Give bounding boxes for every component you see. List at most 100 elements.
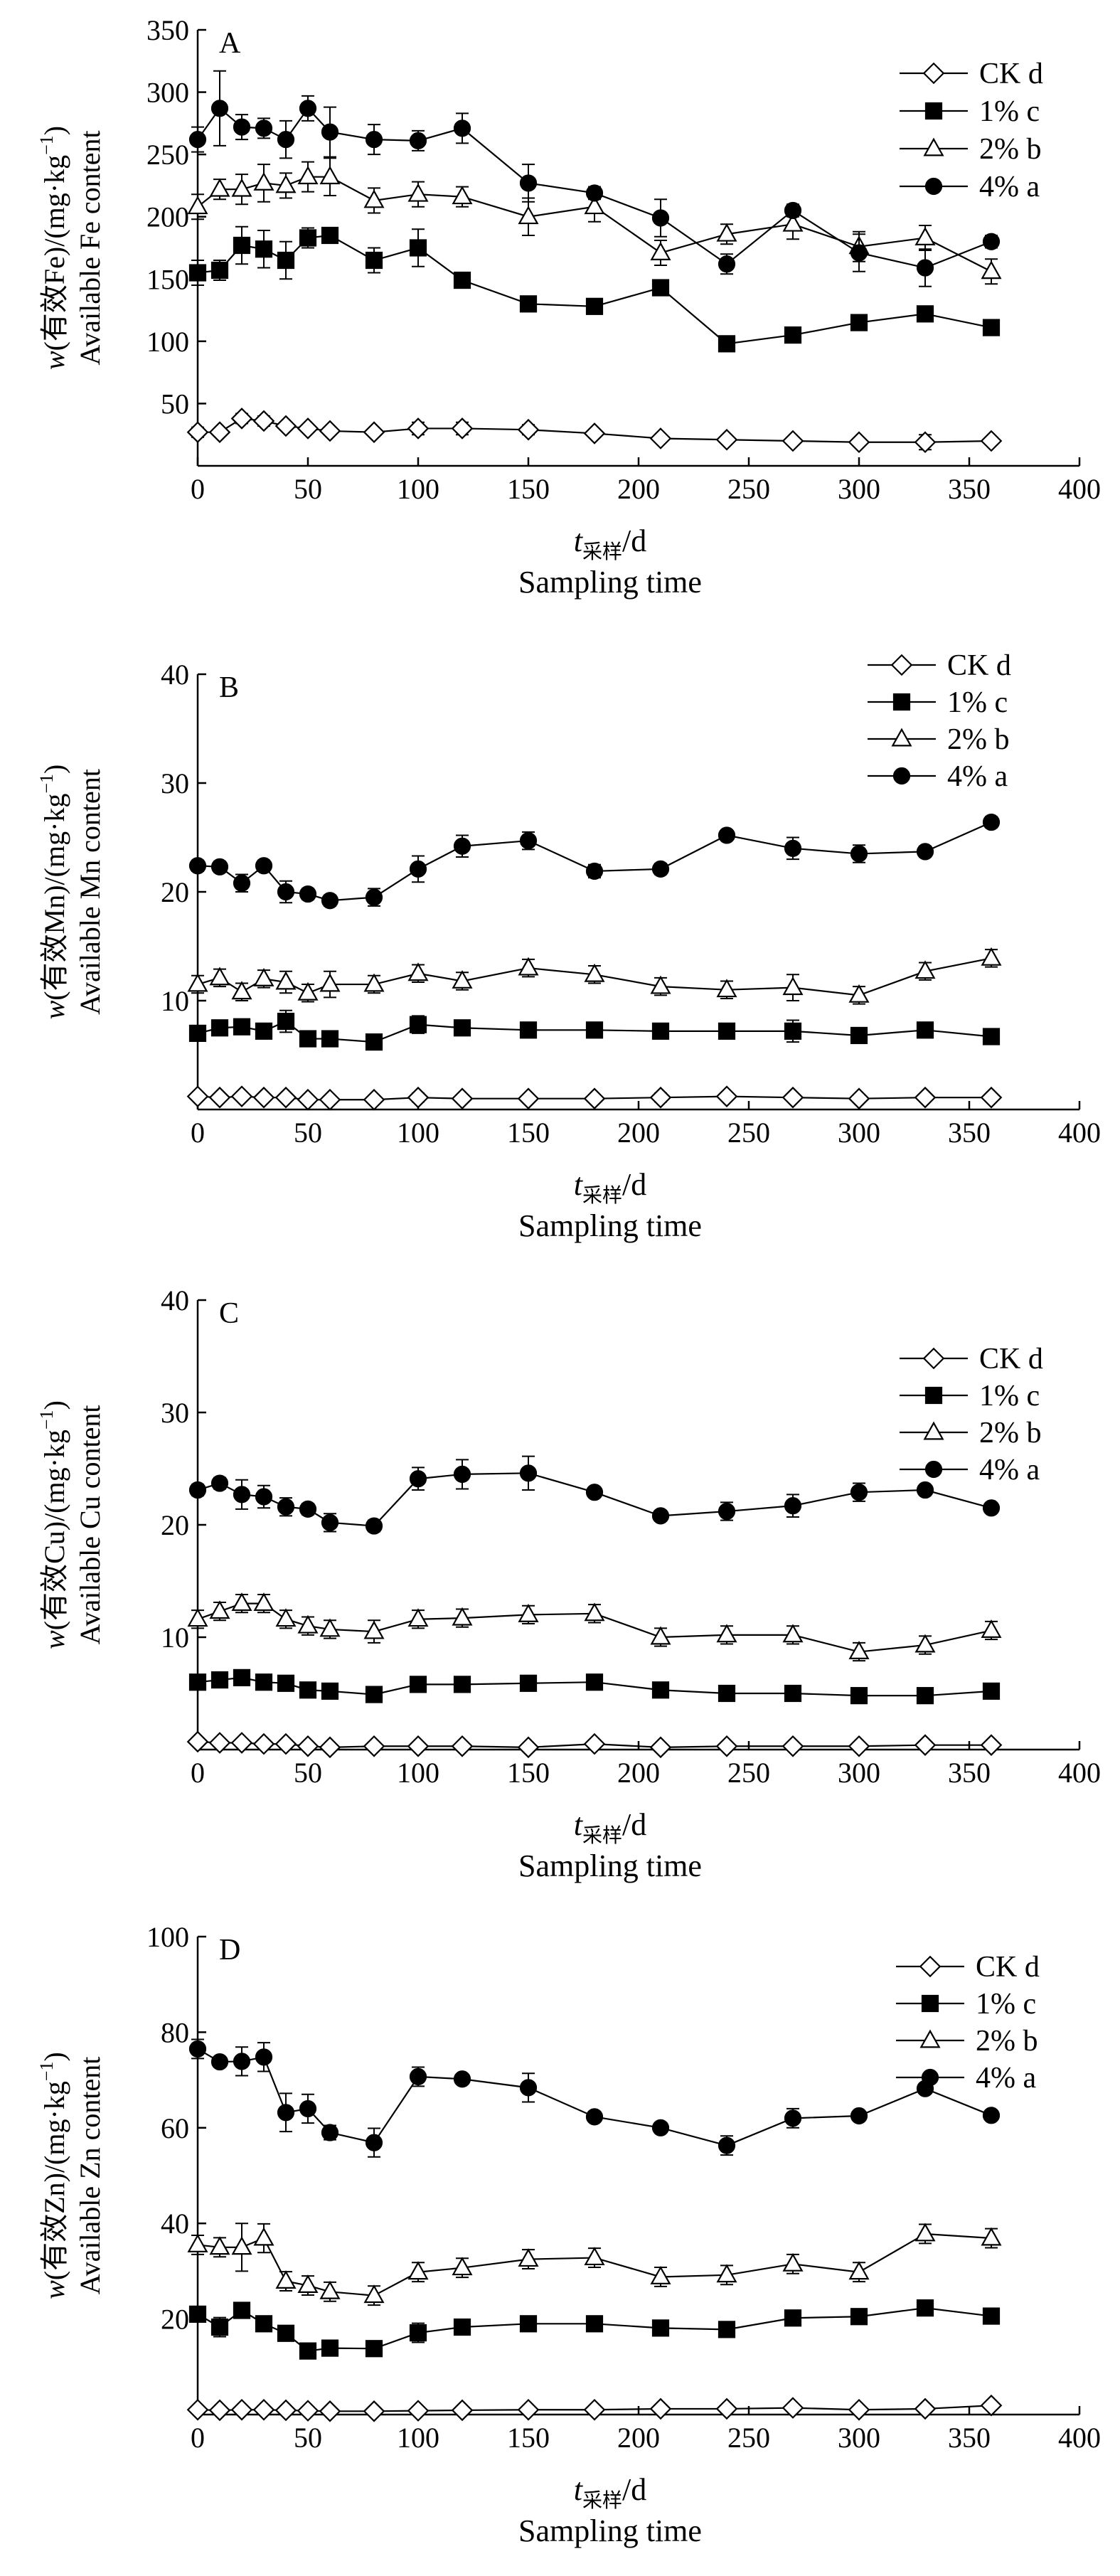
legend-entry: CK d	[900, 58, 1043, 90]
data-point	[365, 131, 383, 149]
data-point	[519, 1674, 538, 1692]
data-point	[715, 428, 738, 451]
data-point	[848, 1641, 870, 1659]
panel-C: 0 50 100 150 200 250 300 350 400 10 20 30 40 Ct采样/dSa…	[36, 1284, 1101, 1883]
data-point	[209, 2236, 230, 2255]
data-point	[188, 2305, 207, 2323]
data-point	[255, 2048, 273, 2066]
legend-marker	[924, 1386, 943, 1405]
legend-label: 1% c	[947, 686, 1008, 719]
data-point	[585, 2315, 604, 2333]
data-point	[210, 858, 229, 875]
data-point	[277, 1674, 295, 1692]
data-point	[321, 1682, 339, 1700]
data-point	[275, 2270, 297, 2289]
data-point	[914, 1086, 937, 1109]
data-point	[519, 174, 538, 192]
data-point	[982, 319, 1001, 336]
data-point	[518, 1603, 539, 1622]
data-point	[233, 874, 251, 892]
data-point	[650, 975, 671, 994]
data-point	[982, 1499, 1001, 1517]
data-point	[585, 1673, 604, 1691]
x-axis-label: t采样/d	[574, 1167, 646, 1207]
x-tick-label: 0	[191, 2422, 205, 2454]
data-point	[453, 1019, 471, 1037]
data-point	[319, 973, 341, 992]
x-tick-label: 0	[191, 1117, 205, 1149]
data-point	[233, 2053, 251, 2070]
data-point	[277, 1012, 295, 1031]
y-tick-label: 300	[146, 77, 189, 109]
legend-label: 2% b	[976, 2025, 1038, 2058]
y-axis-label-en: Available Zn content	[74, 2057, 106, 2295]
series-triangle	[187, 157, 1002, 285]
y-tick-label: 30	[161, 1397, 189, 1429]
data-point	[518, 957, 539, 976]
data-point	[649, 1736, 672, 1759]
data-point	[517, 1736, 540, 1759]
data-point	[718, 335, 736, 353]
data-point	[187, 973, 208, 992]
data-point	[233, 1486, 251, 1503]
data-point	[453, 2318, 471, 2336]
data-point	[784, 326, 802, 344]
data-point	[363, 1088, 385, 1111]
data-point	[716, 1624, 737, 1643]
series-triangle	[187, 1592, 1002, 1662]
data-point	[453, 2070, 471, 2088]
data-point	[519, 1021, 538, 1039]
data-point	[319, 1088, 341, 1111]
x-tick-label: 250	[727, 1757, 770, 1789]
data-point	[297, 981, 319, 1001]
x-tick-label: 150	[507, 2422, 550, 2454]
data-point	[651, 209, 670, 227]
y-tick-label: 40	[161, 1284, 189, 1316]
x-tick-label: 350	[948, 2422, 991, 2454]
legend-label: CK d	[947, 649, 1011, 682]
data-point	[231, 981, 252, 1000]
x-tick-label: 150	[507, 1757, 550, 1789]
x-axis-label-en: Sampling time	[518, 1208, 702, 1243]
data-point	[363, 189, 385, 208]
data-point	[233, 1668, 251, 1686]
legend-marker	[892, 693, 911, 711]
data-point	[409, 1676, 427, 1693]
x-axis-label: t采样/d	[574, 2472, 646, 2512]
data-point	[187, 1608, 208, 1627]
x-tick-label: 100	[397, 2422, 439, 2454]
data-point	[651, 1681, 670, 1699]
legend-entry: 1% c	[896, 1988, 1036, 2021]
data-point	[651, 860, 670, 878]
data-point	[275, 971, 297, 990]
legend-marker	[922, 62, 945, 85]
x-tick-label: 50	[294, 473, 322, 505]
x-tick-label: 250	[727, 473, 770, 505]
data-point	[914, 1734, 937, 1756]
data-point	[186, 2398, 209, 2421]
data-point	[718, 826, 736, 844]
data-point	[452, 970, 473, 989]
data-point	[297, 166, 319, 185]
data-point	[850, 244, 868, 262]
data-point	[848, 1735, 870, 1757]
y-tick-label: 250	[146, 139, 189, 171]
data-point	[916, 1481, 934, 1499]
legend-marker	[919, 1955, 942, 1978]
legend-entry: 4% a	[900, 1454, 1040, 1486]
legend-label: CK d	[979, 1343, 1043, 1375]
data-point	[848, 1087, 870, 1110]
x-tick-label: 100	[397, 1117, 439, 1149]
data-point	[277, 131, 295, 149]
series-diamond	[186, 2394, 1003, 2422]
data-point	[230, 2398, 253, 2421]
data-point	[253, 967, 274, 986]
y-axis-label-en: Available Cu content	[74, 1405, 106, 1645]
x-tick-label: 200	[617, 1757, 660, 1789]
data-point	[715, 2397, 738, 2420]
legend-label: 2% b	[947, 723, 1010, 756]
legend-marker	[924, 177, 943, 196]
y-tick-label: 40	[161, 2208, 189, 2240]
data-point	[848, 431, 870, 454]
data-point	[188, 2040, 207, 2058]
